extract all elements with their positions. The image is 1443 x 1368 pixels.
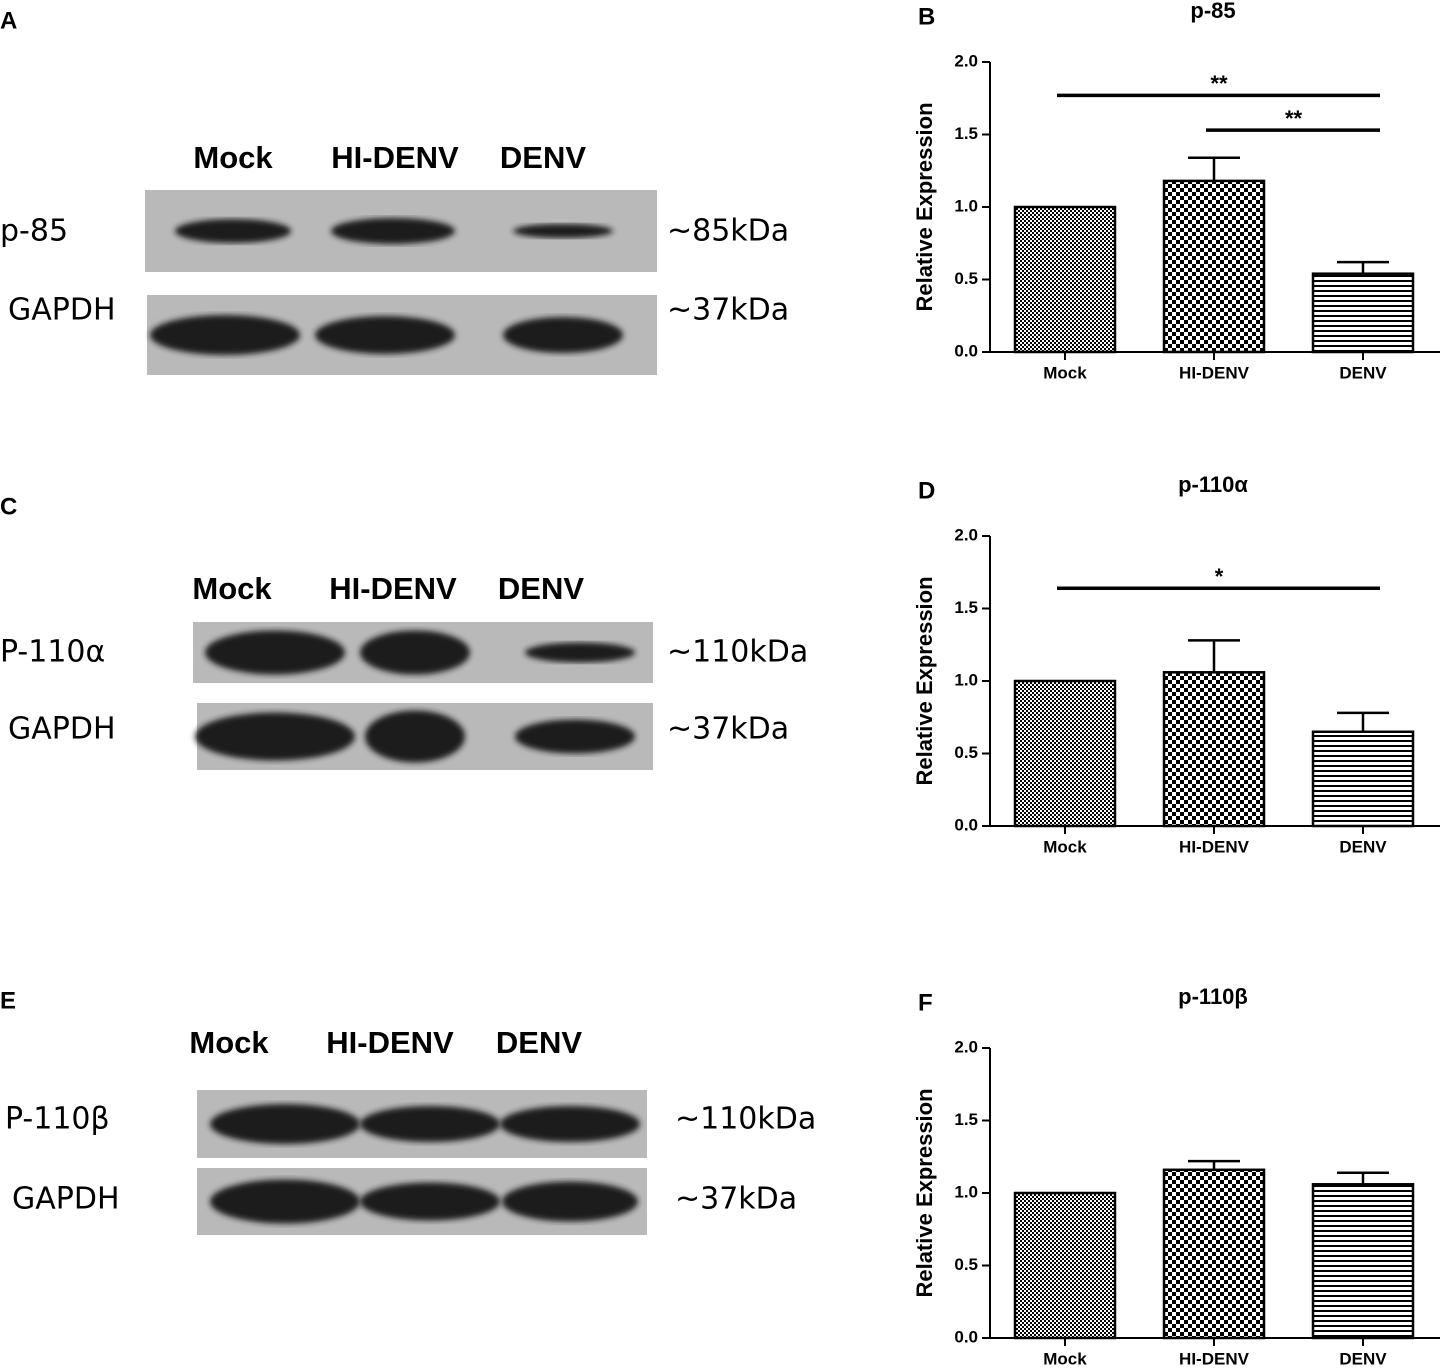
y-tick-label: 0.5 [954, 743, 978, 762]
blot-band [205, 630, 345, 675]
chart-title: p-110β [1178, 984, 1248, 1009]
y-axis-label: Relative Expression [912, 102, 937, 311]
x-tick-label: DENV [1339, 1349, 1387, 1368]
y-tick-label: 0.5 [954, 269, 978, 288]
significance-label: ** [1285, 106, 1303, 131]
y-axis-label: Relative Expression [912, 1088, 937, 1297]
bar [1013, 1191, 1117, 1340]
blot-band [360, 1106, 500, 1142]
x-tick-label: HI-DENV [1179, 363, 1250, 382]
y-tick-label: 0.5 [954, 1255, 978, 1274]
lane-label: HI-DENV [331, 140, 459, 175]
error-bar [1337, 260, 1389, 274]
y-tick-label: 1.0 [954, 670, 978, 689]
blot-band [195, 712, 355, 761]
bar [1162, 671, 1266, 828]
y-tick-label: 1.5 [954, 1110, 978, 1129]
y-tick-label: 1.5 [954, 598, 978, 617]
size-label: ~110kDa [675, 1102, 816, 1137]
lane-label: Mock [193, 140, 273, 175]
blot-band [502, 1181, 638, 1222]
lane-label: HI-DENV [329, 571, 457, 606]
blot-band [150, 315, 300, 355]
y-tick-label: 2.0 [954, 525, 978, 544]
bar [1311, 272, 1415, 354]
lane-label: DENV [500, 140, 586, 175]
blot-band [515, 719, 635, 754]
blot-band [500, 1106, 640, 1142]
error-bar [1337, 1171, 1389, 1185]
error-bar [1188, 156, 1240, 181]
y-tick-label: 2.0 [954, 51, 978, 70]
y-tick-label: 0.0 [954, 341, 978, 360]
y-tick-label: 2.0 [954, 1037, 978, 1056]
size-label: ~85kDa [667, 214, 789, 249]
y-tick-label: 1.0 [954, 1182, 978, 1201]
row-label: GAPDH [12, 1182, 120, 1217]
blot-band [360, 1182, 500, 1221]
row-label: GAPDH [8, 293, 116, 328]
panel-letter: E [0, 987, 16, 1014]
lane-label: Mock [189, 1025, 269, 1060]
blot-band [503, 317, 623, 353]
row-label: P-110α [0, 635, 105, 670]
y-tick-label: 0.0 [954, 1327, 978, 1346]
lane-label: DENV [496, 1025, 582, 1060]
error-bar [1337, 711, 1389, 732]
x-tick-label: DENV [1339, 363, 1387, 382]
blot-band [210, 1104, 360, 1144]
x-tick-label: HI-DENV [1179, 837, 1250, 856]
x-tick-label: Mock [1043, 363, 1087, 382]
blot-band [360, 630, 470, 675]
significance-label: ** [1210, 71, 1228, 96]
x-tick-label: HI-DENV [1179, 1349, 1250, 1368]
size-label: ~37kDa [667, 293, 789, 328]
blot-band [365, 710, 465, 763]
significance-label: * [1215, 564, 1224, 589]
blot-band [331, 218, 455, 244]
lane-label: DENV [498, 571, 584, 606]
y-tick-label: 1.0 [954, 196, 978, 215]
row-label: P-110β [5, 1102, 110, 1137]
chart-title: p-110α [1178, 472, 1248, 497]
panel-letter: B [918, 3, 935, 30]
panel-letter: A [0, 7, 17, 34]
y-tick-label: 1.5 [954, 124, 978, 143]
row-label: p-85 [0, 214, 68, 249]
blot-band [315, 316, 455, 354]
panel-letter: D [918, 477, 935, 504]
bar [1162, 1168, 1266, 1340]
y-tick-label: 0.0 [954, 815, 978, 834]
x-tick-label: DENV [1339, 837, 1387, 856]
size-label: ~37kDa [675, 1182, 797, 1217]
chart-title: p-85 [1190, 0, 1235, 23]
panel-letter: F [918, 989, 933, 1016]
blot-band [210, 1179, 360, 1224]
row-label: GAPDH [8, 712, 116, 747]
size-label: ~110kDa [667, 635, 808, 670]
bar [1311, 1183, 1415, 1340]
bar [1013, 205, 1117, 354]
x-tick-label: Mock [1043, 1349, 1087, 1368]
lane-label: Mock [192, 571, 272, 606]
x-tick-label: Mock [1043, 837, 1087, 856]
error-bar [1188, 1159, 1240, 1170]
y-axis-label: Relative Expression [912, 576, 937, 785]
bar [1013, 679, 1117, 828]
size-label: ~37kDa [667, 712, 789, 747]
panel-letter: C [0, 493, 17, 520]
blot-band [513, 224, 613, 238]
lane-label: HI-DENV [326, 1025, 454, 1060]
blot-band [525, 642, 635, 663]
bar [1162, 179, 1266, 354]
blot-band [175, 219, 291, 243]
bar [1311, 730, 1415, 828]
error-bar [1188, 639, 1240, 673]
